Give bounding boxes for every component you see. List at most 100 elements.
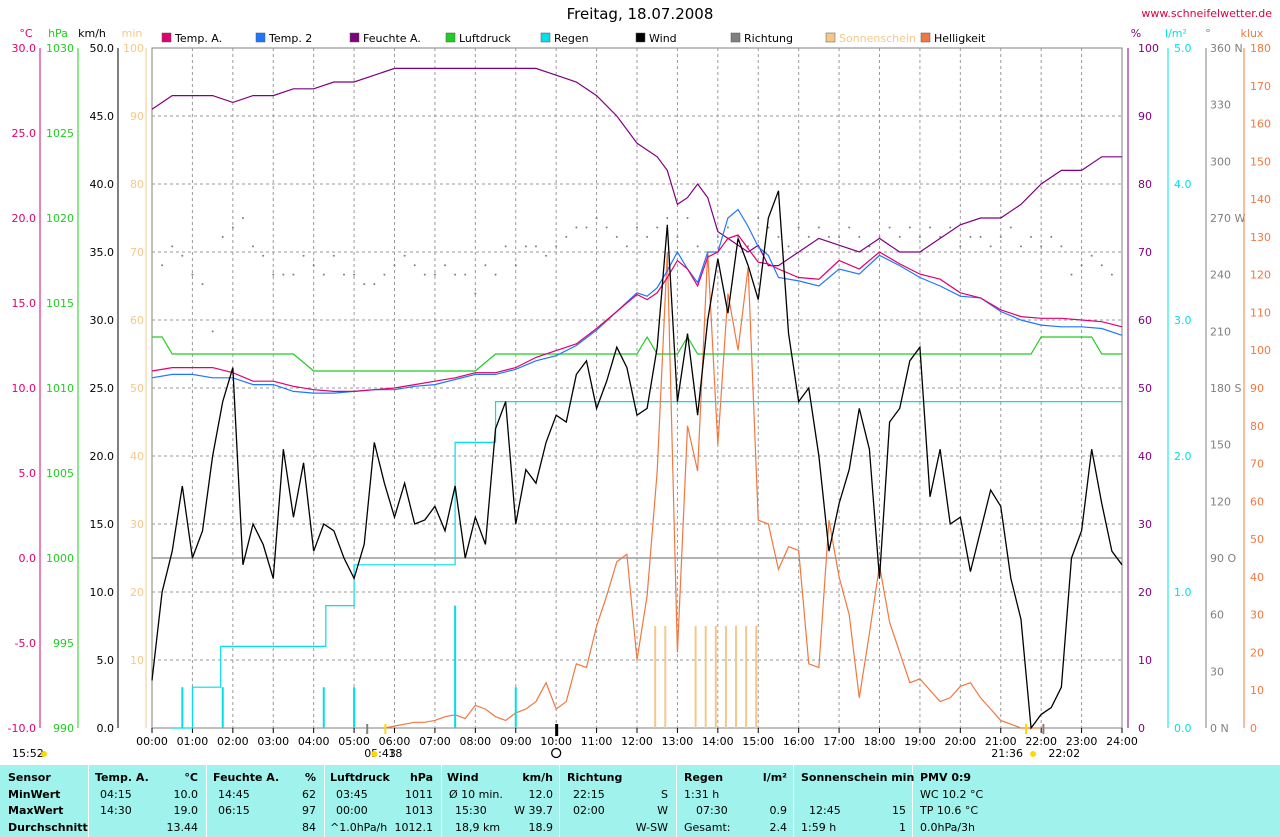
stats-col-temp: Temp. A. °C 04:15 10.0 14:30 19.0 13.44 — [88, 765, 207, 837]
sun-axis-tick-label: 50 — [130, 382, 144, 395]
richtung-point — [353, 273, 356, 276]
sunset-label-2: 22:02 — [1048, 747, 1080, 760]
stats-col-rain: Regen l/m² 1:31 h 07:30 0.9 Gesamt: 2.4 — [676, 765, 794, 837]
sunset-label-1: 21:36 — [991, 747, 1023, 760]
wind-axis-tick-label: 20.0 — [90, 450, 115, 463]
lux-axis-tick-label: 40 — [1250, 571, 1264, 584]
rain-max: 0.9 — [769, 804, 788, 817]
richtung-point — [716, 235, 719, 238]
legend-swatch — [255, 32, 266, 43]
sun-axis-tick-label: 80 — [130, 178, 144, 191]
pmv-dewpoint: TP 10.6 °C — [920, 804, 979, 817]
richtung-point — [464, 273, 467, 276]
richtung-point — [161, 264, 164, 267]
pressure-axis-tick-label: 1010 — [46, 382, 74, 395]
lux-axis-tick-label: 120 — [1250, 269, 1271, 282]
x-tick-label: 07:00 — [419, 735, 451, 748]
x-tick-label: 11:00 — [581, 735, 613, 748]
pressure-trend: ^1.0hPa/h — [330, 821, 388, 834]
sun-header: Sonnenschein min — [801, 771, 915, 784]
row-label-avg: Durchschnitt — [8, 821, 88, 834]
x-tick-label: 02:00 — [217, 735, 249, 748]
richtung-point — [272, 273, 275, 276]
sun-max: 15 — [892, 804, 906, 817]
richtung-point — [646, 235, 649, 238]
richtung-point — [888, 226, 891, 229]
richtung-point — [908, 226, 911, 229]
wind-unit: km/h — [522, 771, 553, 784]
x-tick-label: 08:00 — [459, 735, 491, 748]
richtung-point — [1070, 273, 1073, 276]
richtung-point — [262, 254, 265, 257]
richtung-point — [827, 235, 830, 238]
temp-2-line — [151, 208, 1123, 394]
richtung-point — [807, 235, 810, 238]
richtung-point — [898, 235, 901, 238]
richtung-point — [878, 235, 881, 238]
rain-axis-tick-label: 0.0 — [1174, 722, 1192, 735]
start-time-label: 15:52 — [12, 747, 44, 760]
sunset-marker-2 — [1042, 724, 1045, 734]
richtung-point — [383, 273, 386, 276]
legend-label: Wind — [649, 32, 677, 45]
temp-axis-tick-label: 25.0 — [12, 127, 37, 140]
pressure-max-time: 00:00 — [336, 804, 368, 817]
rain-axis-tick-label: 1.0 — [1174, 586, 1192, 599]
legend-swatch — [540, 32, 551, 43]
stats-col-pmv: PMV 0:9 WC 10.2 °C TP 10.6 °C 0.0hPa/3h — [912, 765, 1280, 837]
direction-max-time: 02:00 — [573, 804, 605, 817]
rain-duration: 1:31 h — [684, 788, 720, 801]
sunrise-icon — [371, 751, 378, 757]
website-link[interactable]: www.schneifelwetter.de — [1141, 7, 1272, 20]
richtung-point — [514, 264, 517, 267]
richtung-point — [625, 245, 628, 248]
regen-line — [172, 401, 1122, 729]
wind-axis-tick-label: 35.0 — [90, 246, 115, 259]
temp-axis-unit: °C — [19, 27, 33, 40]
legend-swatch — [920, 32, 931, 43]
richtung-point — [444, 264, 447, 267]
wind-min-label: Ø 10 min. — [449, 788, 503, 801]
lux-axis-tick-label: 170 — [1250, 80, 1271, 93]
legend: Temp. A. Temp. 2 Feuchte A. Luftdruck Regen W… — [161, 32, 986, 45]
richtung-point — [918, 235, 921, 238]
richtung-point — [181, 254, 184, 257]
direction-axis-tick-label: 0 N — [1210, 722, 1229, 735]
sun-avg: 1 — [899, 821, 906, 834]
wind-axis-tick-label: 25.0 — [90, 382, 115, 395]
stats-col-sensor: Sensor MinWert MaxWert Durchschnitt — [0, 765, 89, 837]
rain-axis-unit: l/m² — [1165, 27, 1187, 40]
lux-axis-tick-label: 0 — [1250, 722, 1257, 735]
temp-axis-tick-label: -5.0 — [15, 637, 36, 650]
pressure-axis-tick-label: 1030 — [46, 42, 74, 55]
richtung-point — [545, 254, 548, 257]
legend-swatch — [825, 32, 836, 43]
wind-max-time: 15:30 — [455, 804, 487, 817]
pressure-axis-tick-label: 1000 — [46, 552, 74, 565]
rain-axis-tick-label: 2.0 — [1174, 450, 1192, 463]
pressure-axis-tick-label: 990 — [53, 722, 74, 735]
richtung-point — [221, 235, 224, 238]
lux-axis-unit: klux — [1241, 27, 1264, 40]
sunset-marker — [1025, 724, 1027, 734]
richtung-point — [433, 273, 436, 276]
legend-label: Helligkeit — [934, 32, 986, 45]
temp-avg: 13.44 — [166, 821, 199, 834]
legend-label: Sonnenschein — [839, 32, 916, 45]
chart-title: Freitag, 18.07.2008 — [566, 5, 714, 23]
richtung-point — [1030, 235, 1033, 238]
pmv-windchill: WC 10.2 °C — [920, 788, 984, 801]
x-tick-label: 12:00 — [621, 735, 653, 748]
lux-axis-tick-label: 140 — [1250, 193, 1271, 206]
direction-axis-tick-label: 330 — [1210, 99, 1231, 112]
richtung-point — [686, 217, 689, 219]
lux-axis-tick-label: 30 — [1250, 609, 1264, 622]
humidity-unit: % — [304, 771, 316, 784]
pressure-unit: hPa — [409, 771, 433, 784]
sunrise-marker-2 — [384, 724, 387, 734]
sunrise-label: 05:43 — [364, 747, 396, 760]
richtung-point — [696, 245, 699, 248]
richtung-point — [423, 273, 426, 276]
richtung-point — [989, 245, 992, 248]
richtung-point — [787, 245, 790, 248]
